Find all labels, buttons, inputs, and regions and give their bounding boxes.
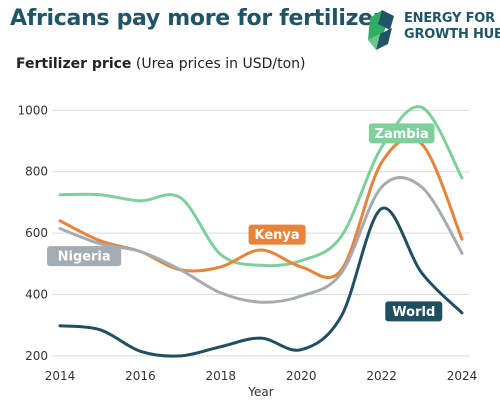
series-label-text: World: [392, 305, 435, 320]
series-labels: Zambia Kenya Nigeria World: [47, 123, 443, 322]
series-label-box: [47, 246, 122, 267]
logo-line2: GROWTH HUB: [404, 27, 500, 42]
series-label-box: [248, 224, 306, 245]
chart-subtitle: Fertilizer price (Urea prices in USD/ton…: [16, 56, 306, 72]
series-label-text: Nigeria: [58, 250, 111, 265]
x-tick-label: 2024: [447, 369, 478, 383]
chart-title: Fertilizer price: [16, 56, 132, 72]
chart-units: (Urea prices in USD/ton): [135, 56, 306, 72]
series-label-box: [368, 123, 435, 144]
x-axis-label: Year: [247, 385, 273, 399]
series-label-zambia: Zambia: [368, 123, 435, 144]
y-tick-label: 200: [25, 349, 48, 363]
energy-for-growth-hub-logo-icon: [368, 10, 394, 50]
logo: ENERGY FOR GROWTH HUB: [364, 8, 500, 56]
series-label-text: Kenya: [254, 228, 299, 243]
series-line-zambia: [58, 105, 464, 268]
series-line-nigeria: [58, 176, 464, 304]
x-tick-label: 2018: [206, 369, 237, 383]
y-tick-label: 400: [25, 287, 48, 301]
logo-line1: ENERGY FOR: [404, 11, 495, 26]
y-axis-ticks: 200 400 600 800 1000: [17, 103, 48, 363]
series-label-kenya: Kenya: [248, 224, 306, 245]
y-tick-label: 1000: [17, 103, 48, 117]
series-label-box: [385, 301, 443, 322]
series-label-text: Zambia: [375, 127, 429, 142]
x-tick-label: 2014: [45, 369, 76, 383]
x-tick-label: 2016: [125, 369, 156, 383]
y-tick-label: 600: [25, 226, 48, 240]
logo-text: ENERGY FOR GROWTH HUB: [404, 11, 500, 43]
series-line-world: [58, 206, 464, 358]
x-axis-ticks: 2014 2016 2018 2020 2022 2024: [45, 369, 478, 383]
page-title: Africans pay more for fertilizer: [10, 6, 384, 31]
y-tick-label: 800: [25, 165, 48, 179]
series-label-world: World: [385, 301, 443, 322]
x-tick-label: 2020: [286, 369, 317, 383]
series-label-nigeria: Nigeria: [47, 246, 122, 267]
x-tick-label: 2022: [366, 369, 397, 383]
